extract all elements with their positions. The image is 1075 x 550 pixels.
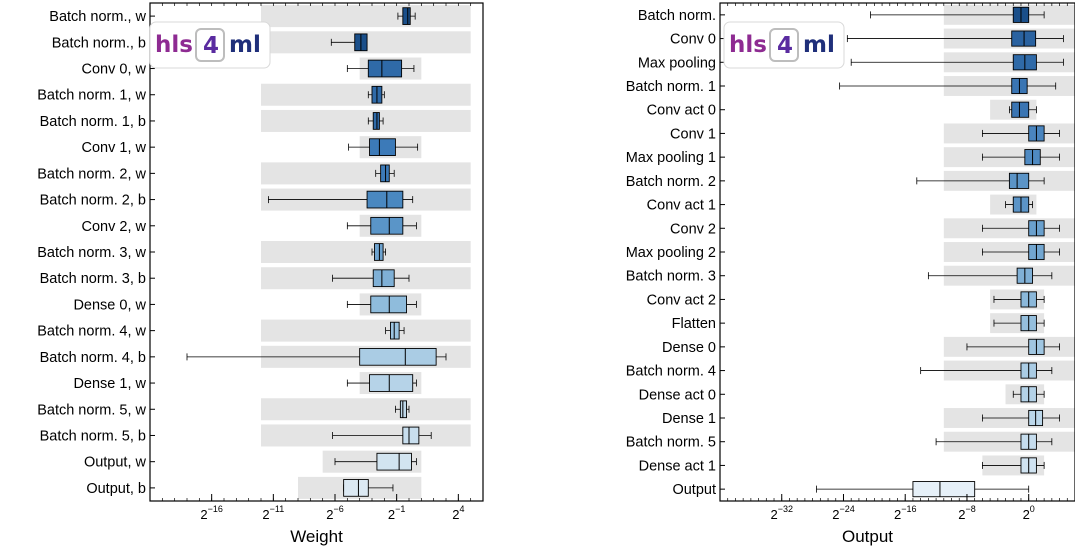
x-tick-label: 2−8 <box>958 504 976 522</box>
row-label: Dense 1 <box>662 411 716 427</box>
box <box>1008 172 1030 189</box>
box <box>369 374 414 392</box>
logo-4-text: 4 <box>203 33 219 59</box>
box <box>380 164 390 183</box>
row-label: Conv 0 <box>670 32 716 48</box>
output-box-plot: Batch norm. Conv 0 Max pooling Batch norm. … <box>626 2 1075 546</box>
x-axis-title: Output <box>842 527 893 546</box>
row-label: Batch norm. 5 <box>626 435 716 451</box>
row-label: Flatten <box>672 316 716 332</box>
row-label: Batch norm. 4, b <box>40 350 146 366</box>
row-label: Dense act 1 <box>639 458 716 474</box>
row-label: Conv act 1 <box>647 198 716 214</box>
box <box>376 452 412 471</box>
row-label: Batch norm. 4, w <box>37 324 146 340</box>
row-label: Max pooling 1 <box>626 150 716 166</box>
x-tick-label: 2−16 <box>200 504 223 522</box>
row-label: Batch norm. <box>638 8 716 24</box>
row-label: Conv act 2 <box>647 292 716 308</box>
range-band <box>261 240 471 264</box>
box <box>372 269 395 288</box>
row-label: Batch norm. 3 <box>626 269 716 285</box>
row-label: Output, b <box>86 481 146 497</box>
range-band <box>261 5 471 28</box>
box <box>343 479 369 497</box>
row-label: Batch norm., w <box>49 9 146 25</box>
row-label: Batch norm. 2, b <box>40 193 146 209</box>
box <box>399 400 407 419</box>
row-label: Batch norm. 1 <box>626 79 716 95</box>
row-label: Batch norm. 5, b <box>40 428 146 444</box>
logo-hls-text: hls <box>729 32 767 58</box>
row-label: Batch norm. 3, w <box>37 245 146 261</box>
row-label: Conv 0, w <box>82 62 147 78</box>
row-label: Max pooling <box>638 55 716 71</box>
row-label: Dense 0 <box>662 340 716 356</box>
logo-4-text: 4 <box>777 33 793 59</box>
logo-ml-text: ml <box>229 32 261 58</box>
box <box>372 112 380 130</box>
row-label: Dense 1, w <box>73 376 146 392</box>
range-band <box>261 162 471 185</box>
range-band <box>261 83 471 106</box>
row-label: Output <box>672 482 716 498</box>
hls4ml-logo-right: hls 4 ml <box>723 21 845 69</box>
row-label: Dense act 0 <box>639 387 716 403</box>
x-tick-label: 20 <box>1023 504 1035 522</box>
x-tick-label: 24 <box>452 504 464 522</box>
range-band <box>261 319 471 342</box>
box <box>367 59 403 78</box>
row-label: Batch norm. 5, w <box>37 402 146 418</box>
box <box>369 138 396 156</box>
logo-hls-text: hls <box>155 32 193 58</box>
row-label: Conv 2, w <box>82 219 147 235</box>
x-tick-label: 2−6 <box>326 504 344 522</box>
range-band <box>261 109 471 132</box>
box <box>1011 101 1030 118</box>
row-label: Conv 1, w <box>82 140 147 156</box>
row-label: Batch norm. 4 <box>626 364 716 380</box>
row-label: Batch norm., b <box>52 35 146 51</box>
hls4ml-logo-left: hls 4 ml <box>149 21 271 69</box>
box <box>402 426 420 445</box>
x-axis-title: Weight <box>290 527 343 546</box>
box <box>912 481 976 498</box>
box <box>370 216 404 235</box>
row-label: Batch norm. 1, b <box>40 114 146 130</box>
range-band <box>261 398 471 421</box>
box <box>366 190 404 209</box>
x-tick-label: 2−1 <box>388 504 406 522</box>
box <box>402 7 411 25</box>
box <box>370 295 407 314</box>
box <box>374 243 384 261</box>
row-label: Max pooling 2 <box>626 245 716 261</box>
x-tick-label: 2−24 <box>832 504 855 522</box>
row-label: Batch norm. 2 <box>626 174 716 190</box>
logo-ml-text: ml <box>803 32 835 58</box>
x-tick-label: 2−16 <box>894 504 917 522</box>
box <box>390 321 400 340</box>
row-label: Batch norm. 1, w <box>37 88 146 104</box>
row-label: Conv 2 <box>670 221 716 237</box>
box <box>359 348 437 366</box>
row-label: Dense 0, w <box>73 297 146 313</box>
x-tick-label: 2−11 <box>262 504 284 522</box>
plot-frame <box>149 2 484 502</box>
row-label: Conv 1 <box>670 126 716 142</box>
row-label: Conv act 0 <box>647 103 716 119</box>
row-label: Batch norm. 2, w <box>37 166 146 182</box>
row-label: Output, w <box>84 455 147 471</box>
weight-box-plot: Batch norm., w Batch norm., b Conv 0, w Bat… <box>37 2 484 546</box>
x-tick-label: 2−32 <box>770 504 793 522</box>
row-label: Batch norm. 3, b <box>40 271 146 287</box>
